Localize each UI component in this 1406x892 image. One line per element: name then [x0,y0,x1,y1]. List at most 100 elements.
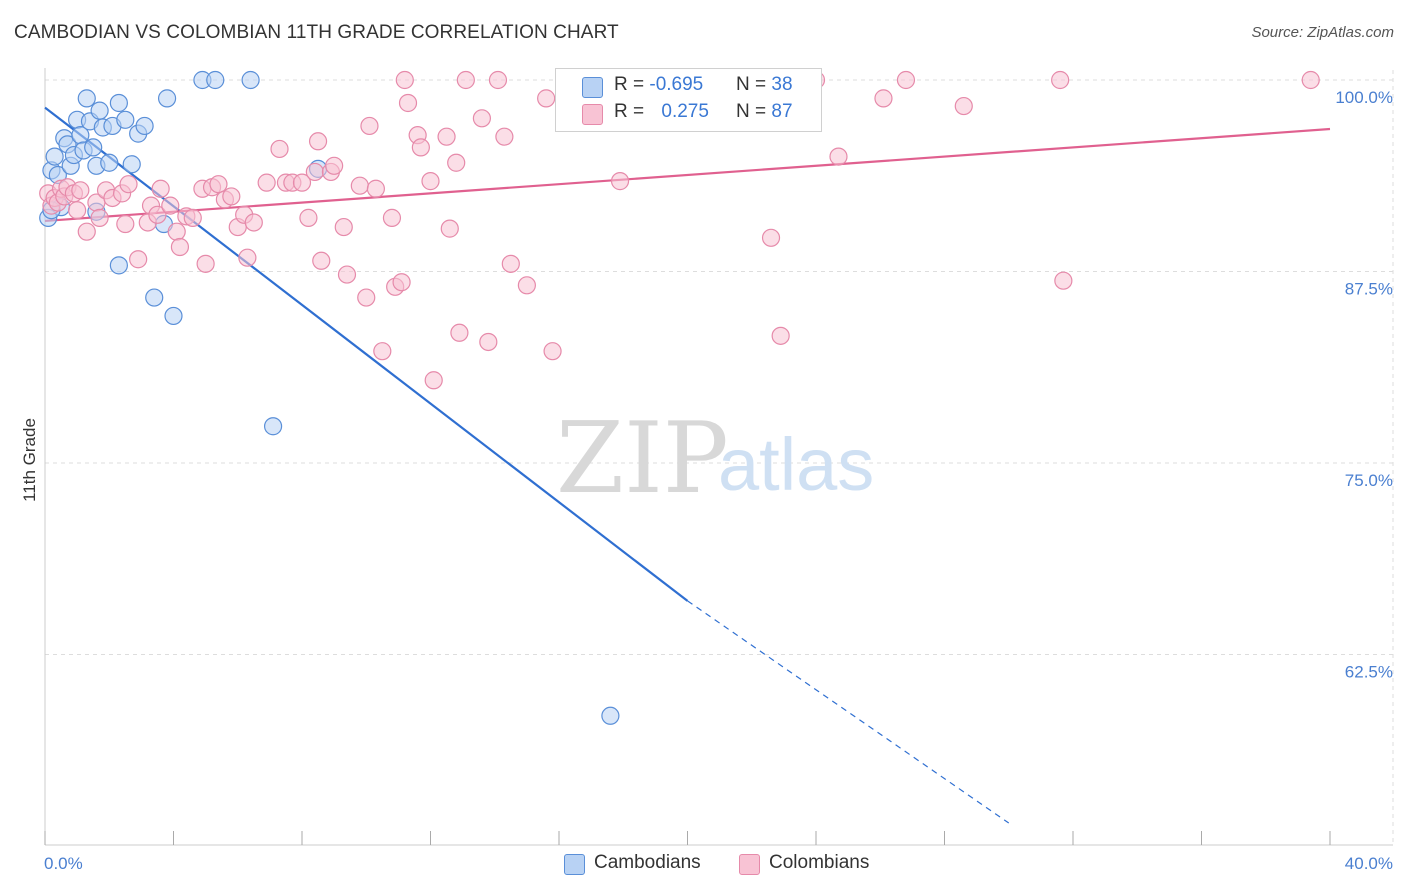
cambodian-trend-extension [687,600,1010,824]
colombian-point [517,276,536,295]
gridlines [45,70,1394,845]
watermark: ZIP atlas [556,402,874,516]
cambodian-point [263,417,283,436]
legend-n-value: 87 [771,101,793,122]
colombian-point [151,179,170,198]
legend-swatch-cambodians [564,854,585,875]
cambodian-point [164,306,183,326]
colombian-point [77,222,96,241]
colombian-point [244,213,263,232]
legend-row-cambodians: R = -0.695 N = 38 [556,74,821,100]
cambodian-point [601,706,620,725]
colombian-point [411,138,430,157]
legend-r-label: R = [614,74,650,95]
legend-row-colombians: R = 0.275 N = 87 [556,101,821,127]
cambodian-point [145,288,164,307]
colombian-point [392,273,411,292]
colombian-point [382,208,402,227]
cambodian-point [84,138,103,157]
colombian-point [167,222,186,241]
x-tick-label: 40.0% [1345,854,1393,873]
y-tick-label: 100.0% [1335,88,1393,107]
legend-n-label: N = [736,101,772,122]
colombian-point [209,175,228,194]
legend-swatch-cambodians [582,77,603,98]
colombian-point [543,342,562,361]
cambodian-point [100,153,119,172]
colombian-point [395,70,414,90]
cambodian-point [122,155,141,174]
watermark-atlas: atlas [718,423,874,506]
colombian-point [537,89,556,108]
colombian-point [90,208,109,227]
cambodian-point [135,116,154,136]
cambodian-point [206,70,225,90]
legend-n-value: 38 [771,74,793,95]
x-tick-labels: 0.0% 40.0% [44,854,1393,873]
cambodian-point [90,101,109,120]
colombian-point [68,201,87,220]
colombian-point [350,176,369,195]
legend-n-colombians: N = 87 [736,101,793,123]
cambodian-point [109,256,128,275]
colombian-point [337,265,357,284]
colombian-point [238,248,257,267]
colombian-point [829,147,848,166]
watermark-zip: ZIP [556,402,729,516]
legend-label-cambodians: Cambodians [594,852,701,873]
colombian-point [257,173,276,192]
colombian-point [501,254,520,273]
colombian-point [305,162,324,182]
colombian-point [771,326,790,345]
legend-label-colombians: Colombians [769,852,870,873]
colombian-point [161,196,180,215]
cambodian-point [109,93,128,113]
legend-r-colombians: R = 0.275 [614,101,709,123]
colombian-point [116,214,135,234]
colombian-point [437,127,456,146]
y-tick-label: 75.0% [1345,471,1393,490]
colombian-point [610,172,630,191]
colombian-point [325,156,344,175]
colombian-point [308,132,328,151]
legend-r-value: -0.695 [649,74,704,95]
colombian-point [373,342,392,361]
colombian-point [148,205,167,224]
colombian-point [129,250,148,269]
stats-legend: R = -0.695 N = 38 R = 0.275 N = 87 [555,68,822,132]
source-label: Source: ZipAtlas.com [1251,24,1394,41]
cambodian-point [157,89,177,108]
colombian-point [292,173,312,192]
y-tick-labels: 62.5% 75.0% 87.5% 100.0% [1335,88,1393,682]
colombian-point [456,70,475,90]
legend-n-label: N = [736,74,772,95]
legend-n-cambodians: N = 38 [736,74,793,96]
colombian-point [170,237,190,257]
colombian-point [488,70,508,90]
cambodian-point [116,110,135,129]
colombian-point [334,217,353,237]
colombian-point [1051,70,1070,90]
legend-swatch-colombians [582,104,603,125]
colombian-point [222,187,241,206]
colombian-point [495,127,514,146]
cambodian-point [241,70,260,90]
colombian-point [360,116,379,136]
legend-swatch-colombians [739,854,760,875]
legend-r-value: 0.275 [661,101,709,122]
colombian-point [1301,70,1320,90]
chart-title: CAMBODIAN VS COLOMBIAN 11TH GRADE CORREL… [14,22,619,43]
colombian-point [398,93,418,113]
colombian-point [761,228,781,247]
colombian-point [954,96,973,116]
colombian-point [479,332,498,352]
colombian-point [896,70,916,90]
colombian-point [421,172,440,191]
colombian-point [312,251,331,270]
legend-r-cambodians: R = -0.695 [614,74,703,96]
colombian-point [1054,271,1073,290]
cambodian-point [77,89,96,108]
colombian-point [270,139,289,159]
colombian-point [472,109,491,128]
